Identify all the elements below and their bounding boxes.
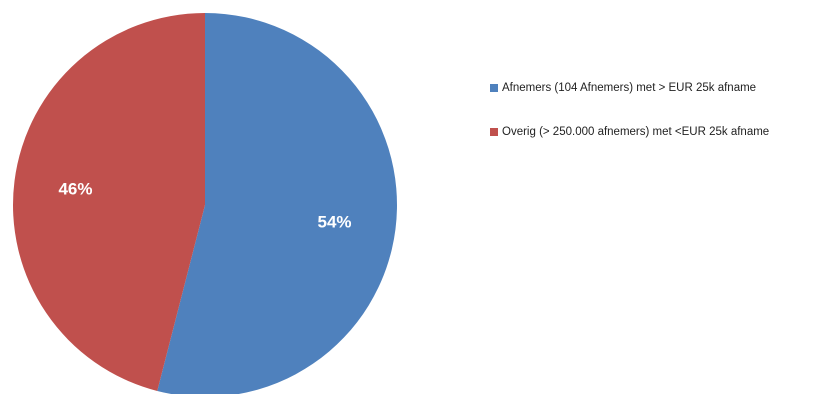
- legend-label-afnemers: Afnemers (104 Afnemers) met > EUR 25k af…: [502, 82, 757, 94]
- pie-slice-overig: [12, 13, 205, 391]
- legend-label-overig: Overig (> 250.000 afnemers) met <EUR 25k…: [502, 126, 770, 138]
- legend: Afnemers (104 Afnemers) met > EUR 25k af…: [490, 80, 769, 168]
- slice-label-overig: 46%: [58, 180, 92, 199]
- legend-item-overig: Overig (> 250.000 afnemers) met <EUR 25k…: [490, 124, 769, 140]
- slice-label-afnemers: 54%: [318, 212, 352, 231]
- pie-slice-afnemers: [157, 13, 397, 394]
- legend-item-afnemers: Afnemers (104 Afnemers) met > EUR 25k af…: [490, 80, 769, 96]
- legend-swatch-afnemers: [490, 84, 498, 92]
- legend-swatch-overig: [490, 128, 498, 136]
